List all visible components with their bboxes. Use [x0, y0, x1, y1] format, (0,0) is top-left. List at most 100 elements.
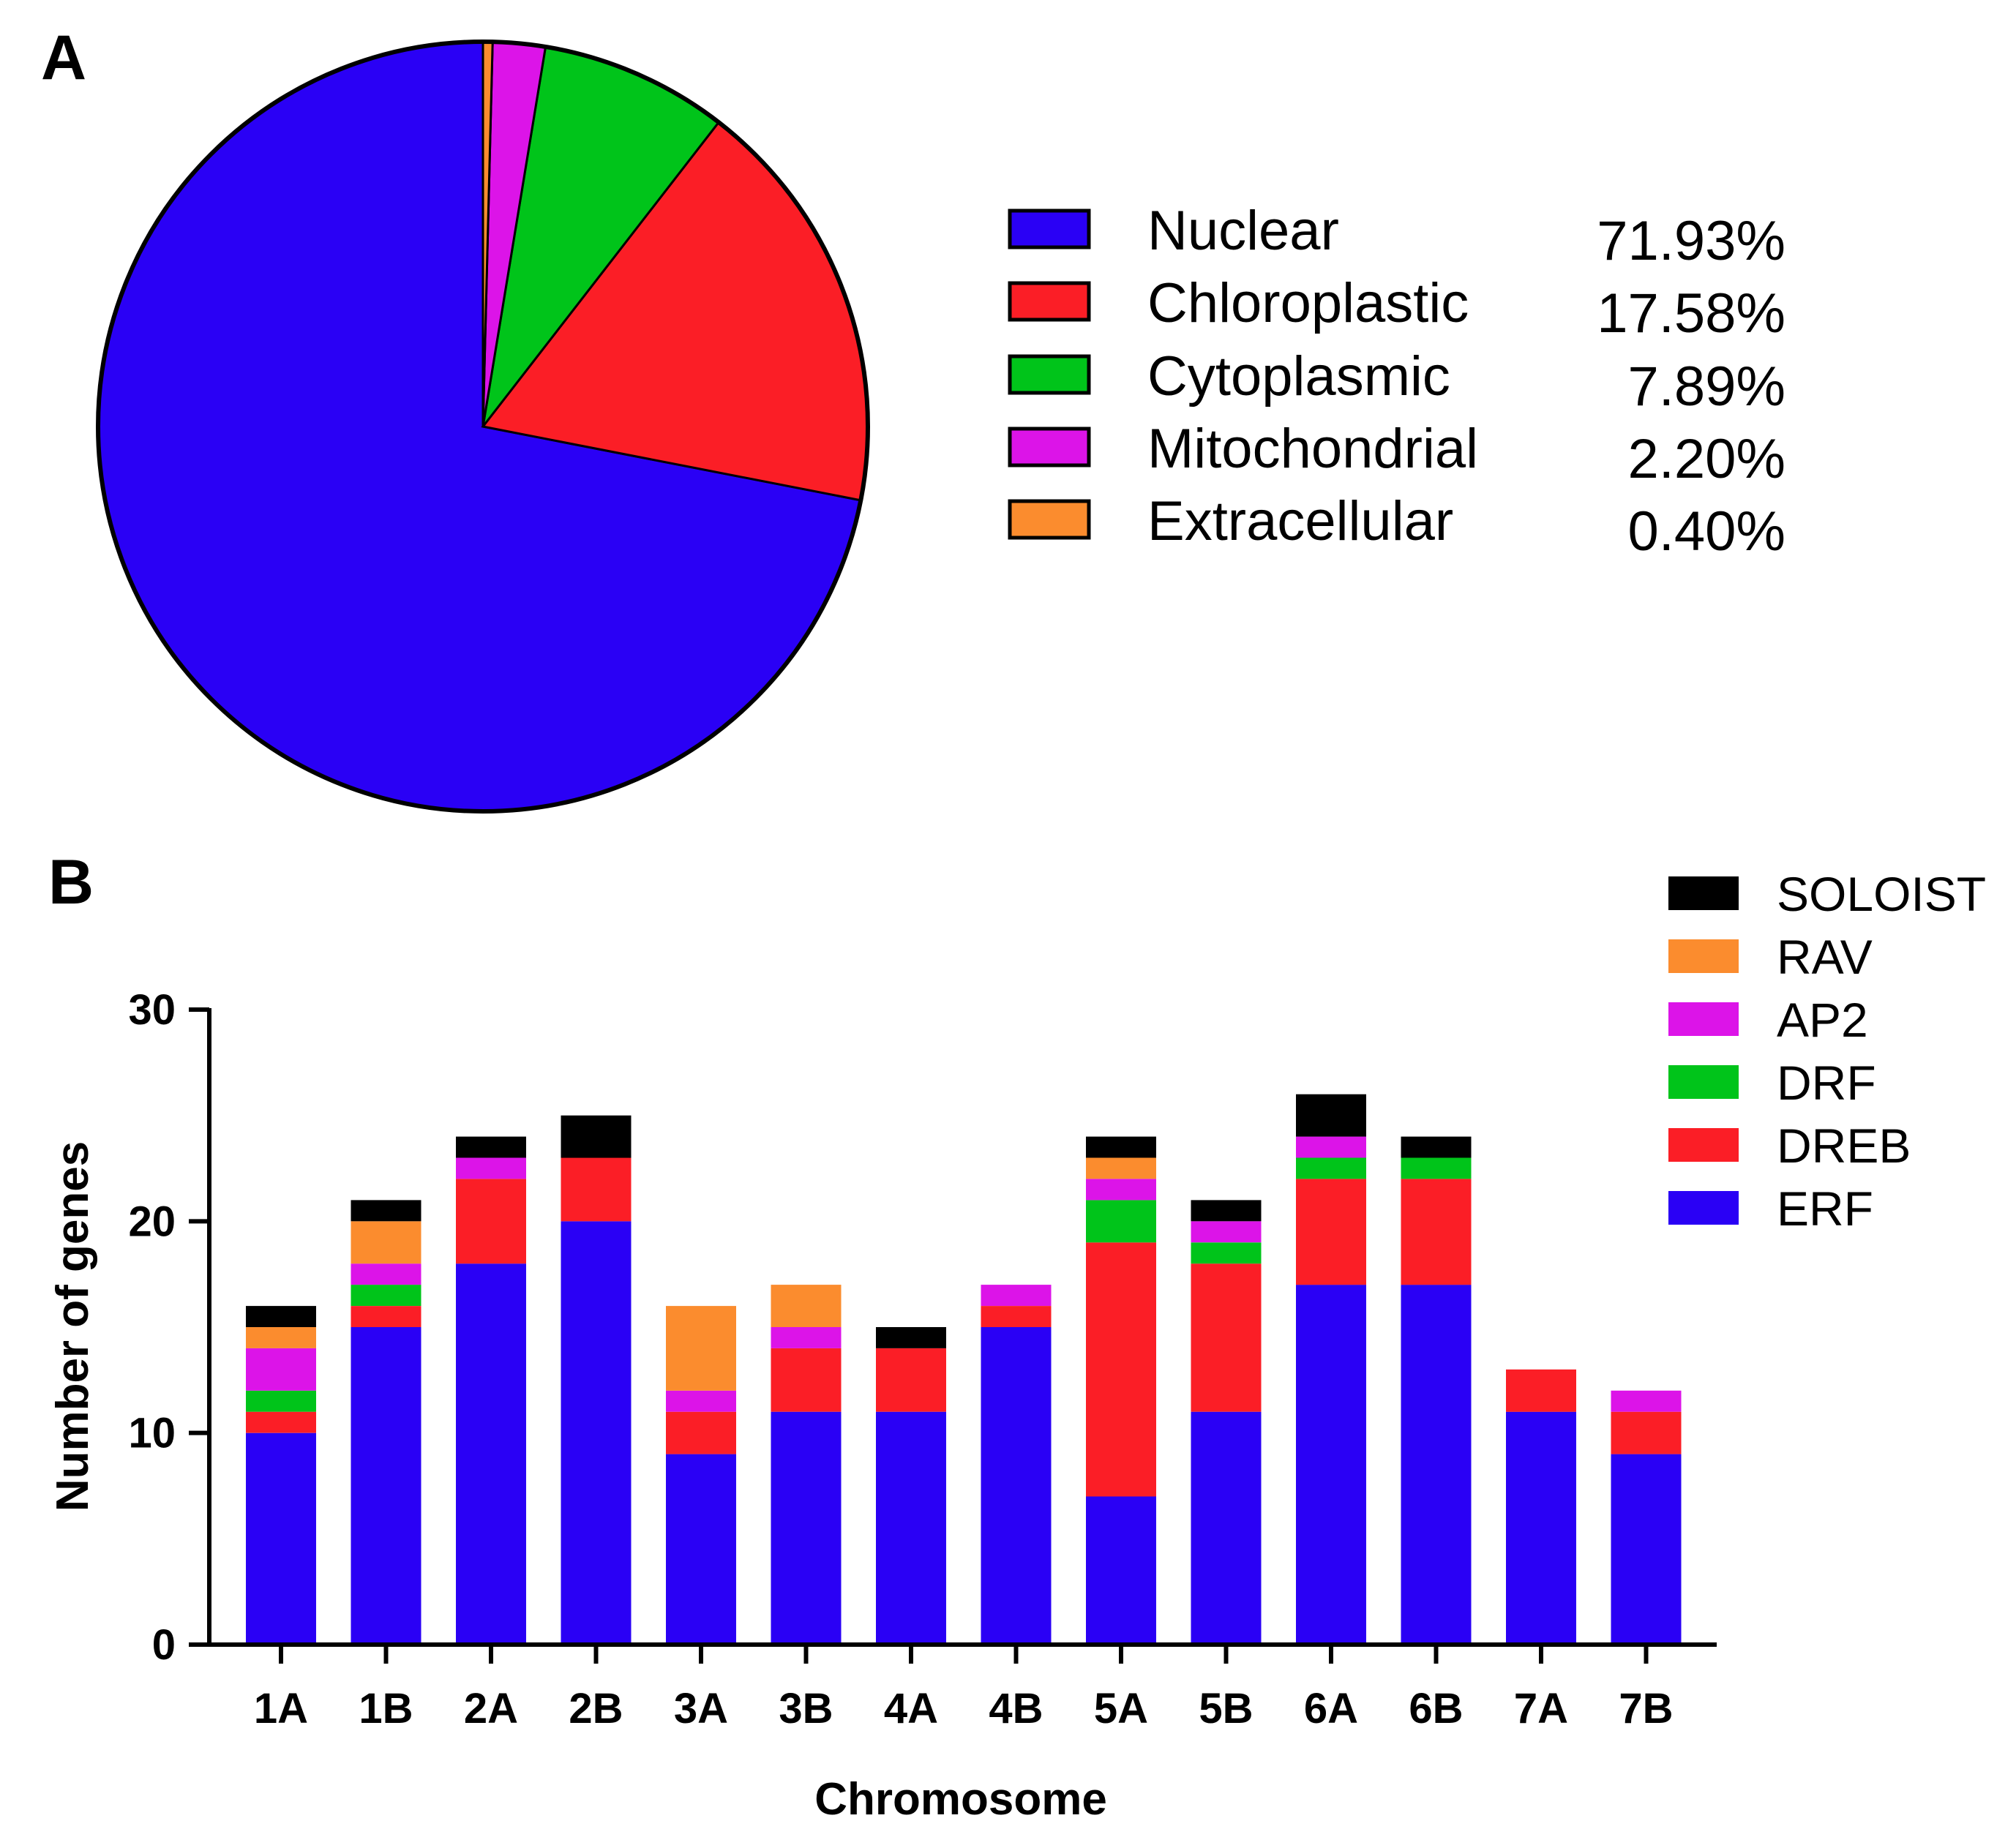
- bar-5a-rav: [1086, 1157, 1156, 1179]
- bar-2a-dreb: [456, 1179, 526, 1264]
- pie-outline: [96, 40, 870, 814]
- y-tick-label-30: 30: [128, 986, 176, 1034]
- pie-legend-label-cytoplasmic: Cytoplasmic: [1147, 345, 1450, 407]
- bar-7a-dreb: [1506, 1369, 1576, 1412]
- bar-3b-dreb: [771, 1348, 842, 1412]
- x-tick-label-2b: 2B: [569, 1685, 623, 1732]
- bar-legend: SOLOIST RAV AP2 DRF DREB ERF: [1668, 867, 1986, 1236]
- x-tick-label-3a: 3A: [674, 1685, 728, 1732]
- bar-6a-erf: [1296, 1285, 1366, 1645]
- bar-chart: 0 10 20 30 1A 1B 2A 2B 3A 3B 4A 4B 5A 5B 6A 6B 7A 7B Num…: [48, 986, 1717, 1825]
- bar-legend-label-rav: RAV: [1777, 930, 1873, 984]
- pie-legend-swatch-cytoplasmic: [1008, 354, 1091, 395]
- pie-legend-swatch-chloroplastic: [1008, 281, 1091, 322]
- bar-5b-erf: [1191, 1411, 1262, 1645]
- x-tick-label-5a: 5A: [1094, 1685, 1148, 1732]
- x-tick-label-6b: 6B: [1409, 1685, 1463, 1732]
- pie-legend-label-nuclear: Nuclear: [1147, 200, 1339, 262]
- bar-legend-label-dreb: DREB: [1777, 1119, 1911, 1173]
- pie-legend-value-mitochondrial: 2.20%: [1628, 428, 1786, 490]
- bar-1b-rav: [351, 1221, 421, 1264]
- bar-5a-erf: [1086, 1496, 1156, 1645]
- bar-1a-ap2: [246, 1348, 316, 1391]
- bar-1b-ap2: [351, 1263, 421, 1285]
- pie-legend-value-chloroplastic: 17.58%: [1597, 282, 1785, 345]
- bar-2a-ap2: [456, 1157, 526, 1179]
- bar-1b-drf: [351, 1285, 421, 1306]
- x-tick-label-7b: 7B: [1619, 1685, 1673, 1732]
- bar-5a-dreb: [1086, 1242, 1156, 1497]
- bar-1a-rav: [246, 1327, 316, 1348]
- bar-legend-swatch-soloist: [1668, 876, 1739, 910]
- bar-6a-soloist: [1296, 1094, 1366, 1137]
- bar-6b-drf: [1401, 1157, 1472, 1179]
- bar-4b-ap2: [981, 1285, 1052, 1306]
- x-tick-label-5b: 5B: [1199, 1685, 1253, 1732]
- bar-7b-dreb: [1611, 1411, 1682, 1454]
- bar-5b-dreb: [1191, 1263, 1262, 1412]
- bar-legend-swatch-dreb: [1668, 1128, 1739, 1162]
- x-tick-label-6a: 6A: [1304, 1685, 1358, 1732]
- pie-chart: [96, 40, 870, 814]
- bar-3a-ap2: [666, 1390, 736, 1412]
- bar-5a-drf: [1086, 1200, 1156, 1243]
- bar-4b-dreb: [981, 1306, 1052, 1327]
- bar-6b-erf: [1401, 1285, 1472, 1645]
- bar-7b-erf: [1611, 1454, 1682, 1645]
- bar-5b-ap2: [1191, 1221, 1262, 1243]
- bar-6b-soloist: [1401, 1136, 1472, 1158]
- bar-3a-erf: [666, 1454, 736, 1645]
- bar-3a-dreb: [666, 1411, 736, 1454]
- pie-legend-value-nuclear: 71.93%: [1597, 210, 1785, 272]
- pie-legend-label-chloroplastic: Chloroplastic: [1147, 272, 1469, 334]
- pie-legend-swatch-mitochondrial: [1008, 427, 1091, 467]
- bar-6a-drf: [1296, 1157, 1366, 1179]
- bar-legend-swatch-drf: [1668, 1065, 1739, 1099]
- pie-legend-value-extracellular: 0.40%: [1628, 500, 1786, 563]
- bar-6a-ap2: [1296, 1136, 1366, 1158]
- bar-1b-erf: [351, 1327, 421, 1645]
- bar-1a-soloist: [246, 1306, 316, 1327]
- bar-legend-swatch-ap2: [1668, 1002, 1739, 1036]
- bar-3a-rav: [666, 1306, 736, 1391]
- bar-legend-label-drf: DRF: [1777, 1056, 1876, 1110]
- bar-4a-erf: [876, 1411, 946, 1645]
- x-ticks: 1A 1B 2A 2B 3A 3B 4A 4B 5A 5B 6A 6B 7A 7B: [254, 1645, 1674, 1732]
- bar-4b-erf: [981, 1327, 1052, 1645]
- pie-legend-value-cytoplasmic: 7.89%: [1628, 356, 1786, 418]
- bar-legend-swatch-rav: [1668, 939, 1739, 973]
- pie-legend: Nuclear 71.93% Chloroplastic 17.58% Cytoplas…: [1008, 200, 1786, 563]
- bar-7a-erf: [1506, 1411, 1576, 1645]
- y-tick-label-0: 0: [152, 1621, 176, 1669]
- bar-legend-swatch-erf: [1668, 1191, 1739, 1225]
- bar-1a-erf: [246, 1432, 316, 1645]
- bar-6b-dreb: [1401, 1179, 1472, 1285]
- bar-3b-ap2: [771, 1327, 842, 1348]
- bar-5b-drf: [1191, 1242, 1262, 1264]
- x-tick-label-7a: 7A: [1514, 1685, 1568, 1732]
- bar-1a-dreb: [246, 1411, 316, 1433]
- bar-3b-rav: [771, 1285, 842, 1327]
- bar-5a-soloist: [1086, 1136, 1156, 1158]
- y-axis-title: Number of genes: [48, 1141, 98, 1511]
- bar-1a-drf: [246, 1390, 316, 1412]
- bar-2a-erf: [456, 1263, 526, 1645]
- bar-6a-dreb: [1296, 1179, 1366, 1285]
- x-tick-label-4a: 4A: [884, 1685, 938, 1732]
- bar-legend-label-ap2: AP2: [1777, 993, 1868, 1047]
- bar-3b-erf: [771, 1411, 842, 1645]
- x-tick-label-3b: 3B: [779, 1685, 833, 1732]
- bar-legend-label-soloist: SOLOIST: [1777, 867, 1986, 921]
- pie-legend-label-extracellular: Extracellular: [1147, 490, 1453, 552]
- panel-b-label: B: [48, 847, 94, 917]
- y-ticks: 0 10 20 30: [128, 986, 209, 1669]
- pie-legend-swatch-extracellular: [1008, 499, 1091, 540]
- bar-legend-label-erf: ERF: [1777, 1182, 1873, 1236]
- bar-4a-dreb: [876, 1348, 946, 1412]
- bar-5b-soloist: [1191, 1200, 1262, 1222]
- bar-2b-soloist: [561, 1115, 632, 1158]
- bar-2a-soloist: [456, 1136, 526, 1158]
- x-tick-label-4b: 4B: [989, 1685, 1043, 1732]
- bar-2b-erf: [561, 1221, 632, 1645]
